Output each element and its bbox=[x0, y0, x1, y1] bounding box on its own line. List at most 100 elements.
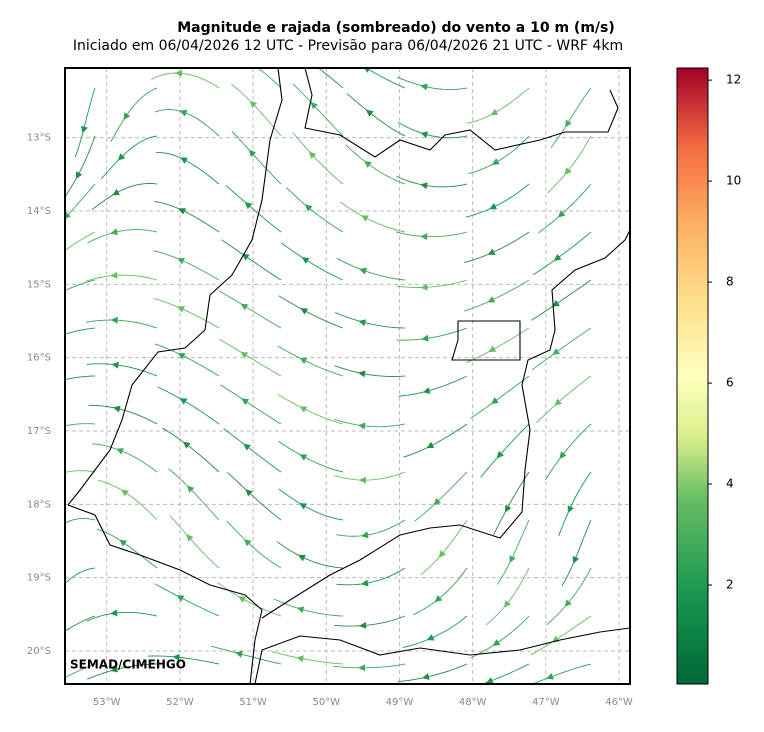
streamline bbox=[333, 418, 406, 428]
stream-arrow bbox=[361, 215, 369, 222]
stream-arrow bbox=[110, 316, 118, 324]
stream-arrow bbox=[552, 299, 560, 307]
streamline bbox=[345, 144, 406, 185]
streamline bbox=[153, 250, 220, 281]
streamline bbox=[339, 201, 406, 233]
streamline bbox=[87, 229, 158, 244]
stream-arrow bbox=[123, 112, 131, 121]
stream-arrow bbox=[177, 257, 185, 265]
stream-arrow bbox=[557, 210, 566, 218]
stream-arrow bbox=[487, 296, 496, 303]
streamline bbox=[225, 185, 282, 233]
lon-label: 47°W bbox=[532, 697, 560, 708]
streamline bbox=[278, 488, 344, 521]
stream-arrow bbox=[110, 228, 118, 236]
streamline bbox=[530, 615, 592, 656]
streamline bbox=[398, 375, 468, 397]
stream-arrow bbox=[235, 650, 243, 658]
stream-arrow bbox=[119, 539, 127, 547]
streamline bbox=[218, 338, 282, 377]
streamline bbox=[546, 567, 592, 625]
stream-arrow bbox=[422, 673, 430, 680]
lat-label: 20°S bbox=[27, 646, 51, 657]
stream-arrow bbox=[492, 639, 501, 646]
streamline bbox=[292, 83, 344, 137]
streamline bbox=[65, 327, 96, 335]
streamline bbox=[211, 645, 282, 665]
credit: SEMAD/CIMEHGO bbox=[70, 658, 186, 672]
stream-arrow bbox=[421, 334, 429, 342]
streamline bbox=[467, 87, 530, 124]
streamline bbox=[470, 375, 530, 419]
streamline bbox=[346, 93, 406, 137]
lat-label: 19°S bbox=[27, 573, 51, 584]
stream-arrow bbox=[75, 171, 83, 180]
boundaries bbox=[67, 68, 630, 684]
stream-arrow bbox=[299, 406, 308, 413]
stream-arrow bbox=[80, 125, 88, 134]
streamline bbox=[396, 327, 468, 341]
streamline bbox=[334, 312, 406, 329]
streamline bbox=[395, 279, 468, 288]
stream-arrow bbox=[48, 472, 57, 481]
streamline bbox=[470, 615, 530, 659]
stream-arrow bbox=[180, 157, 188, 164]
streamline bbox=[336, 257, 406, 281]
streamline bbox=[403, 423, 468, 458]
lon-label: 52°W bbox=[166, 697, 194, 708]
stream-arrow bbox=[249, 100, 258, 109]
map-frame bbox=[64, 67, 631, 685]
stream-arrow bbox=[565, 119, 572, 128]
streamline bbox=[333, 663, 406, 669]
stream-arrow bbox=[299, 454, 308, 461]
streamline bbox=[558, 471, 592, 537]
stream-arrow bbox=[358, 422, 366, 430]
stream-arrow bbox=[567, 505, 575, 514]
streamline bbox=[334, 615, 406, 627]
stream-arrow bbox=[48, 334, 57, 343]
stream-arrow bbox=[364, 160, 372, 168]
stream-arrow bbox=[182, 441, 191, 449]
streamline bbox=[414, 471, 468, 522]
streamline bbox=[155, 152, 220, 185]
streamline bbox=[317, 68, 344, 89]
stream-arrow bbox=[503, 600, 511, 608]
stream-arrow bbox=[358, 476, 366, 484]
stream-arrow bbox=[179, 398, 188, 405]
streamline bbox=[272, 651, 344, 665]
streamline bbox=[402, 615, 468, 649]
stream-arrow bbox=[178, 208, 187, 215]
stream-arrow bbox=[299, 357, 308, 365]
lat-label: 18°S bbox=[27, 499, 51, 510]
stream-arrow bbox=[172, 653, 180, 661]
stream-arrow bbox=[420, 131, 429, 139]
streamline bbox=[465, 327, 530, 364]
streamline bbox=[65, 470, 96, 473]
stream-arrow bbox=[238, 596, 246, 603]
streamline bbox=[85, 274, 158, 282]
stream-arrow bbox=[490, 108, 499, 116]
streamline bbox=[397, 121, 468, 139]
stream-arrow bbox=[489, 202, 498, 210]
stream-arrow bbox=[504, 504, 512, 513]
streamline bbox=[536, 375, 592, 424]
stream-arrow bbox=[509, 555, 516, 564]
streamline bbox=[223, 428, 282, 473]
streamline bbox=[74, 87, 96, 158]
streamline bbox=[277, 393, 344, 425]
streamline bbox=[153, 297, 220, 329]
streamline bbox=[88, 404, 158, 425]
stream-arrow bbox=[359, 267, 368, 275]
lon-label: 50°W bbox=[312, 697, 340, 708]
streamline bbox=[226, 471, 282, 521]
stream-arrow bbox=[112, 405, 121, 413]
streamline bbox=[91, 183, 158, 211]
streamline bbox=[157, 386, 220, 425]
streamline bbox=[151, 72, 220, 89]
colorbar-label: 6 bbox=[726, 376, 734, 390]
stream-arrow bbox=[564, 167, 572, 176]
streamline bbox=[221, 239, 282, 281]
streamline bbox=[85, 319, 158, 329]
stream-arrow bbox=[559, 451, 567, 460]
